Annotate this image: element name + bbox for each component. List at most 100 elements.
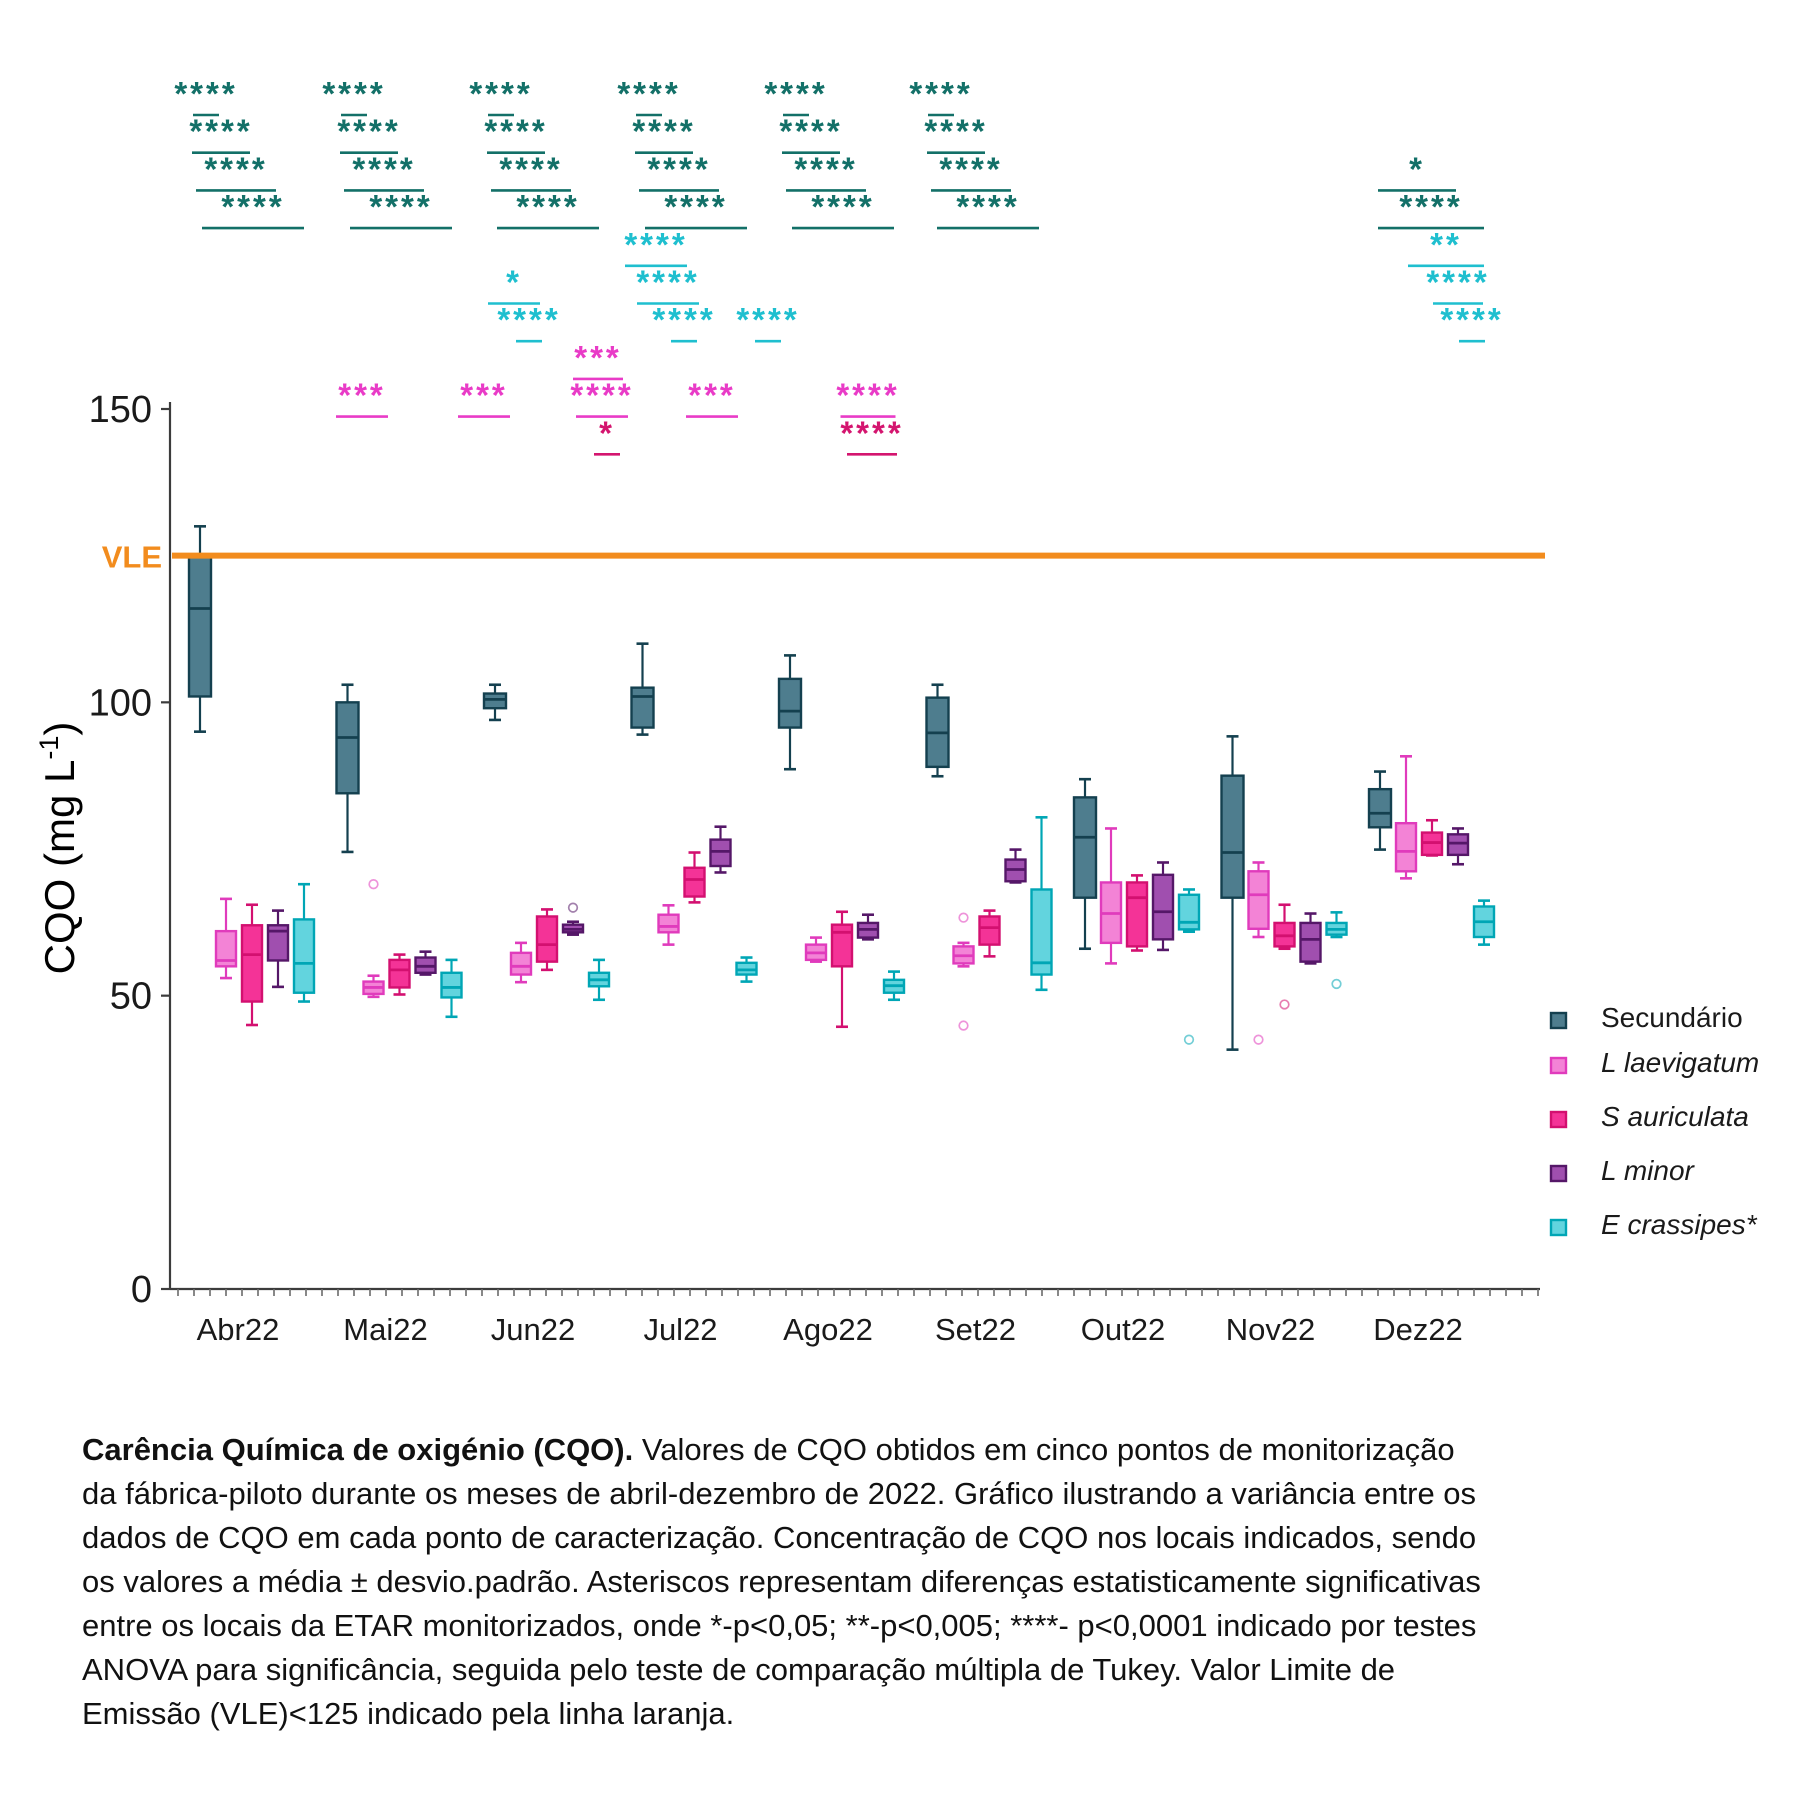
outlier-point xyxy=(1253,1034,1264,1045)
y-tick-label: 0 xyxy=(131,1269,152,1311)
x-tick-label: Set22 xyxy=(935,1312,1016,1347)
legend-item-sau: S auriculata xyxy=(1549,1101,1749,1132)
box-sec-Jun22 xyxy=(482,683,508,722)
significance-marker: *** xyxy=(458,377,510,418)
box-rect xyxy=(657,913,680,934)
significance-stars: **** xyxy=(909,75,972,112)
significance-stars: * xyxy=(506,264,522,301)
box-lmi-Jun22 xyxy=(561,902,585,936)
significance-stars: *** xyxy=(338,377,386,414)
x-tick-label: Abr22 xyxy=(197,1312,280,1347)
box-ecr-Set22 xyxy=(1030,816,1053,992)
y-axis-title: CQO (mg L-1) xyxy=(34,722,83,975)
box-rect xyxy=(1247,870,1270,930)
x-tick-label: Mai22 xyxy=(343,1312,427,1347)
significance-stars: **** xyxy=(924,113,987,150)
significance-stars: **** xyxy=(794,150,857,187)
significance-stars: **** xyxy=(570,377,633,414)
significance-stars: **** xyxy=(337,113,400,150)
box-rect xyxy=(535,915,559,963)
box-rect xyxy=(1367,787,1393,829)
figure-caption: Carência Química de oxigénio (CQO). Valo… xyxy=(82,1428,1494,1736)
significance-marker: **** xyxy=(624,226,687,268)
significance-marker: *** xyxy=(336,377,388,418)
significance-marker: **** xyxy=(840,414,901,456)
significance-marker: **** xyxy=(836,377,897,418)
box-rect xyxy=(1446,833,1470,857)
box-lmi-Set22 xyxy=(1004,848,1027,884)
significance-marker: **** xyxy=(322,75,383,117)
box-rect xyxy=(214,929,238,968)
box-ecr-Abr22 xyxy=(292,882,316,1003)
box-rect xyxy=(1030,888,1053,976)
legend: Secundário L laevigatum S auriculata L mino… xyxy=(1549,1002,1759,1240)
box-rect xyxy=(830,923,854,968)
box-lmi-Out22 xyxy=(1151,861,1175,952)
box-lla-Set22 xyxy=(952,912,975,1031)
legend-swatch xyxy=(1549,1011,1568,1030)
box-sec-Nov22 xyxy=(1220,735,1245,1051)
y-tick-label: 150 xyxy=(89,389,152,431)
significance-marker: * xyxy=(488,264,540,305)
box-ecr-Nov22 xyxy=(1325,911,1348,990)
outlier-point xyxy=(368,879,379,890)
significance-marker: * xyxy=(1378,150,1456,192)
significance-stars: *** xyxy=(688,377,736,414)
legend-label: S auriculata xyxy=(1601,1101,1749,1132)
significance-annotations: ****************************************… xyxy=(174,75,1501,456)
significance-marker: **** xyxy=(632,113,695,154)
box-ecr-Mai22 xyxy=(440,958,463,1019)
box-rect xyxy=(292,918,316,994)
box-rect xyxy=(777,677,803,729)
vle-line-group: VLE xyxy=(102,540,1545,575)
legend-swatch xyxy=(1549,1110,1568,1129)
box-rect xyxy=(630,686,655,729)
box-sau-Jul22 xyxy=(683,851,706,904)
legend-label: Secundário xyxy=(1601,1002,1743,1033)
box-sec-Dez22 xyxy=(1367,770,1393,851)
significance-marker: **** xyxy=(484,113,547,154)
box-ecr-Jun22 xyxy=(587,958,611,1002)
significance-marker: **** xyxy=(174,75,237,117)
box-lmi-Ago22 xyxy=(856,913,880,941)
significance-marker: **** xyxy=(636,264,699,305)
significance-marker: **** xyxy=(570,377,633,418)
significance-stars: *** xyxy=(574,339,622,376)
box-lla-Jul22 xyxy=(657,904,680,946)
boxplot-chart: 0 50 100 150 Abr22 Mai22 Jun22 Jul22 Ago22 Set22 O… xyxy=(34,75,1759,1347)
box-lla-Jun22 xyxy=(509,941,533,984)
box-sec-Ago22 xyxy=(777,654,803,771)
box-rect xyxy=(1394,821,1418,873)
significance-marker: *** xyxy=(686,377,738,418)
box-sau-Jun22 xyxy=(535,908,559,972)
x-tick-label: Jul22 xyxy=(643,1312,717,1347)
box-sec-Out22 xyxy=(1072,777,1098,951)
significance-stars: ** xyxy=(1430,226,1462,263)
box-rect xyxy=(509,951,533,976)
significance-marker: **** xyxy=(909,75,972,117)
significance-stars: **** xyxy=(484,113,547,150)
outlier-point xyxy=(958,1020,969,1031)
significance-stars: **** xyxy=(1399,188,1462,225)
significance-stars: **** xyxy=(632,113,695,150)
significance-marker: **** xyxy=(764,75,825,117)
significance-stars: **** xyxy=(779,113,842,150)
box-rect xyxy=(1299,921,1322,963)
box-rect xyxy=(1072,796,1098,899)
outlier-point xyxy=(567,902,579,913)
significance-stars: **** xyxy=(939,150,1002,187)
significance-marker: **** xyxy=(652,301,713,343)
significance-stars: **** xyxy=(497,301,560,338)
significance-stars: **** xyxy=(174,75,237,112)
legend-label: L minor xyxy=(1601,1155,1696,1186)
box-rect xyxy=(1125,881,1149,948)
box-lla-Abr22 xyxy=(214,897,238,980)
significance-stars: **** xyxy=(624,226,687,263)
significance-marker: **** xyxy=(196,150,276,192)
outlier-point xyxy=(958,912,969,923)
significance-stars: *** xyxy=(460,377,508,414)
y-tick-label: 100 xyxy=(89,682,152,724)
box-sau-Mai22 xyxy=(388,953,411,996)
significance-marker: **** xyxy=(350,188,452,230)
outlier-point xyxy=(1279,999,1290,1010)
